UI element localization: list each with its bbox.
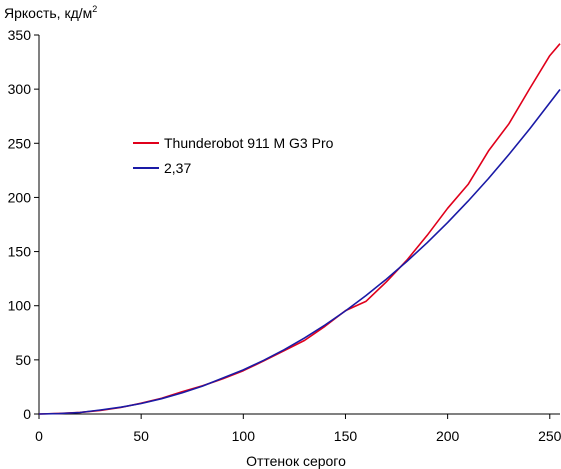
y-tick-label: 0 xyxy=(23,406,31,422)
y-axis-label: Яркость, кд/м2 xyxy=(4,4,97,21)
x-tick-label: 100 xyxy=(232,428,256,444)
y-tick-label: 100 xyxy=(8,298,32,314)
x-tick-label: 150 xyxy=(334,428,358,444)
x-tick-label: 50 xyxy=(133,428,149,444)
legend-entry-label: 2,37 xyxy=(164,160,191,176)
y-tick-label: 50 xyxy=(15,352,31,368)
y-tick-label: 350 xyxy=(8,27,32,43)
x-tick-label: 200 xyxy=(436,428,460,444)
tick-labels: 0 50 100 150 200 250 300 350 0 50 100 150 200 250 xyxy=(8,27,561,444)
x-tick-label: 250 xyxy=(538,428,561,444)
legend: Thunderobot 911 M G3 Pro 2,37 xyxy=(133,135,334,176)
series-line-1 xyxy=(38,43,561,415)
x-tick-label: 0 xyxy=(35,428,43,444)
series-lines xyxy=(38,43,561,415)
y-tick-label: 250 xyxy=(8,135,32,151)
y-tick-label: 300 xyxy=(8,81,32,97)
y-tick-label: 150 xyxy=(8,244,32,260)
y-tick-label: 200 xyxy=(8,189,32,205)
legend-entry-label: Thunderobot 911 M G3 Pro xyxy=(164,135,334,151)
axes xyxy=(34,34,560,419)
series-line-2 xyxy=(38,89,561,415)
y-axis-label-superscript: 2 xyxy=(92,4,97,14)
x-axis-label: Оттенок серого xyxy=(246,453,346,469)
y-axis-label-text: Яркость, кд/м xyxy=(4,5,92,21)
